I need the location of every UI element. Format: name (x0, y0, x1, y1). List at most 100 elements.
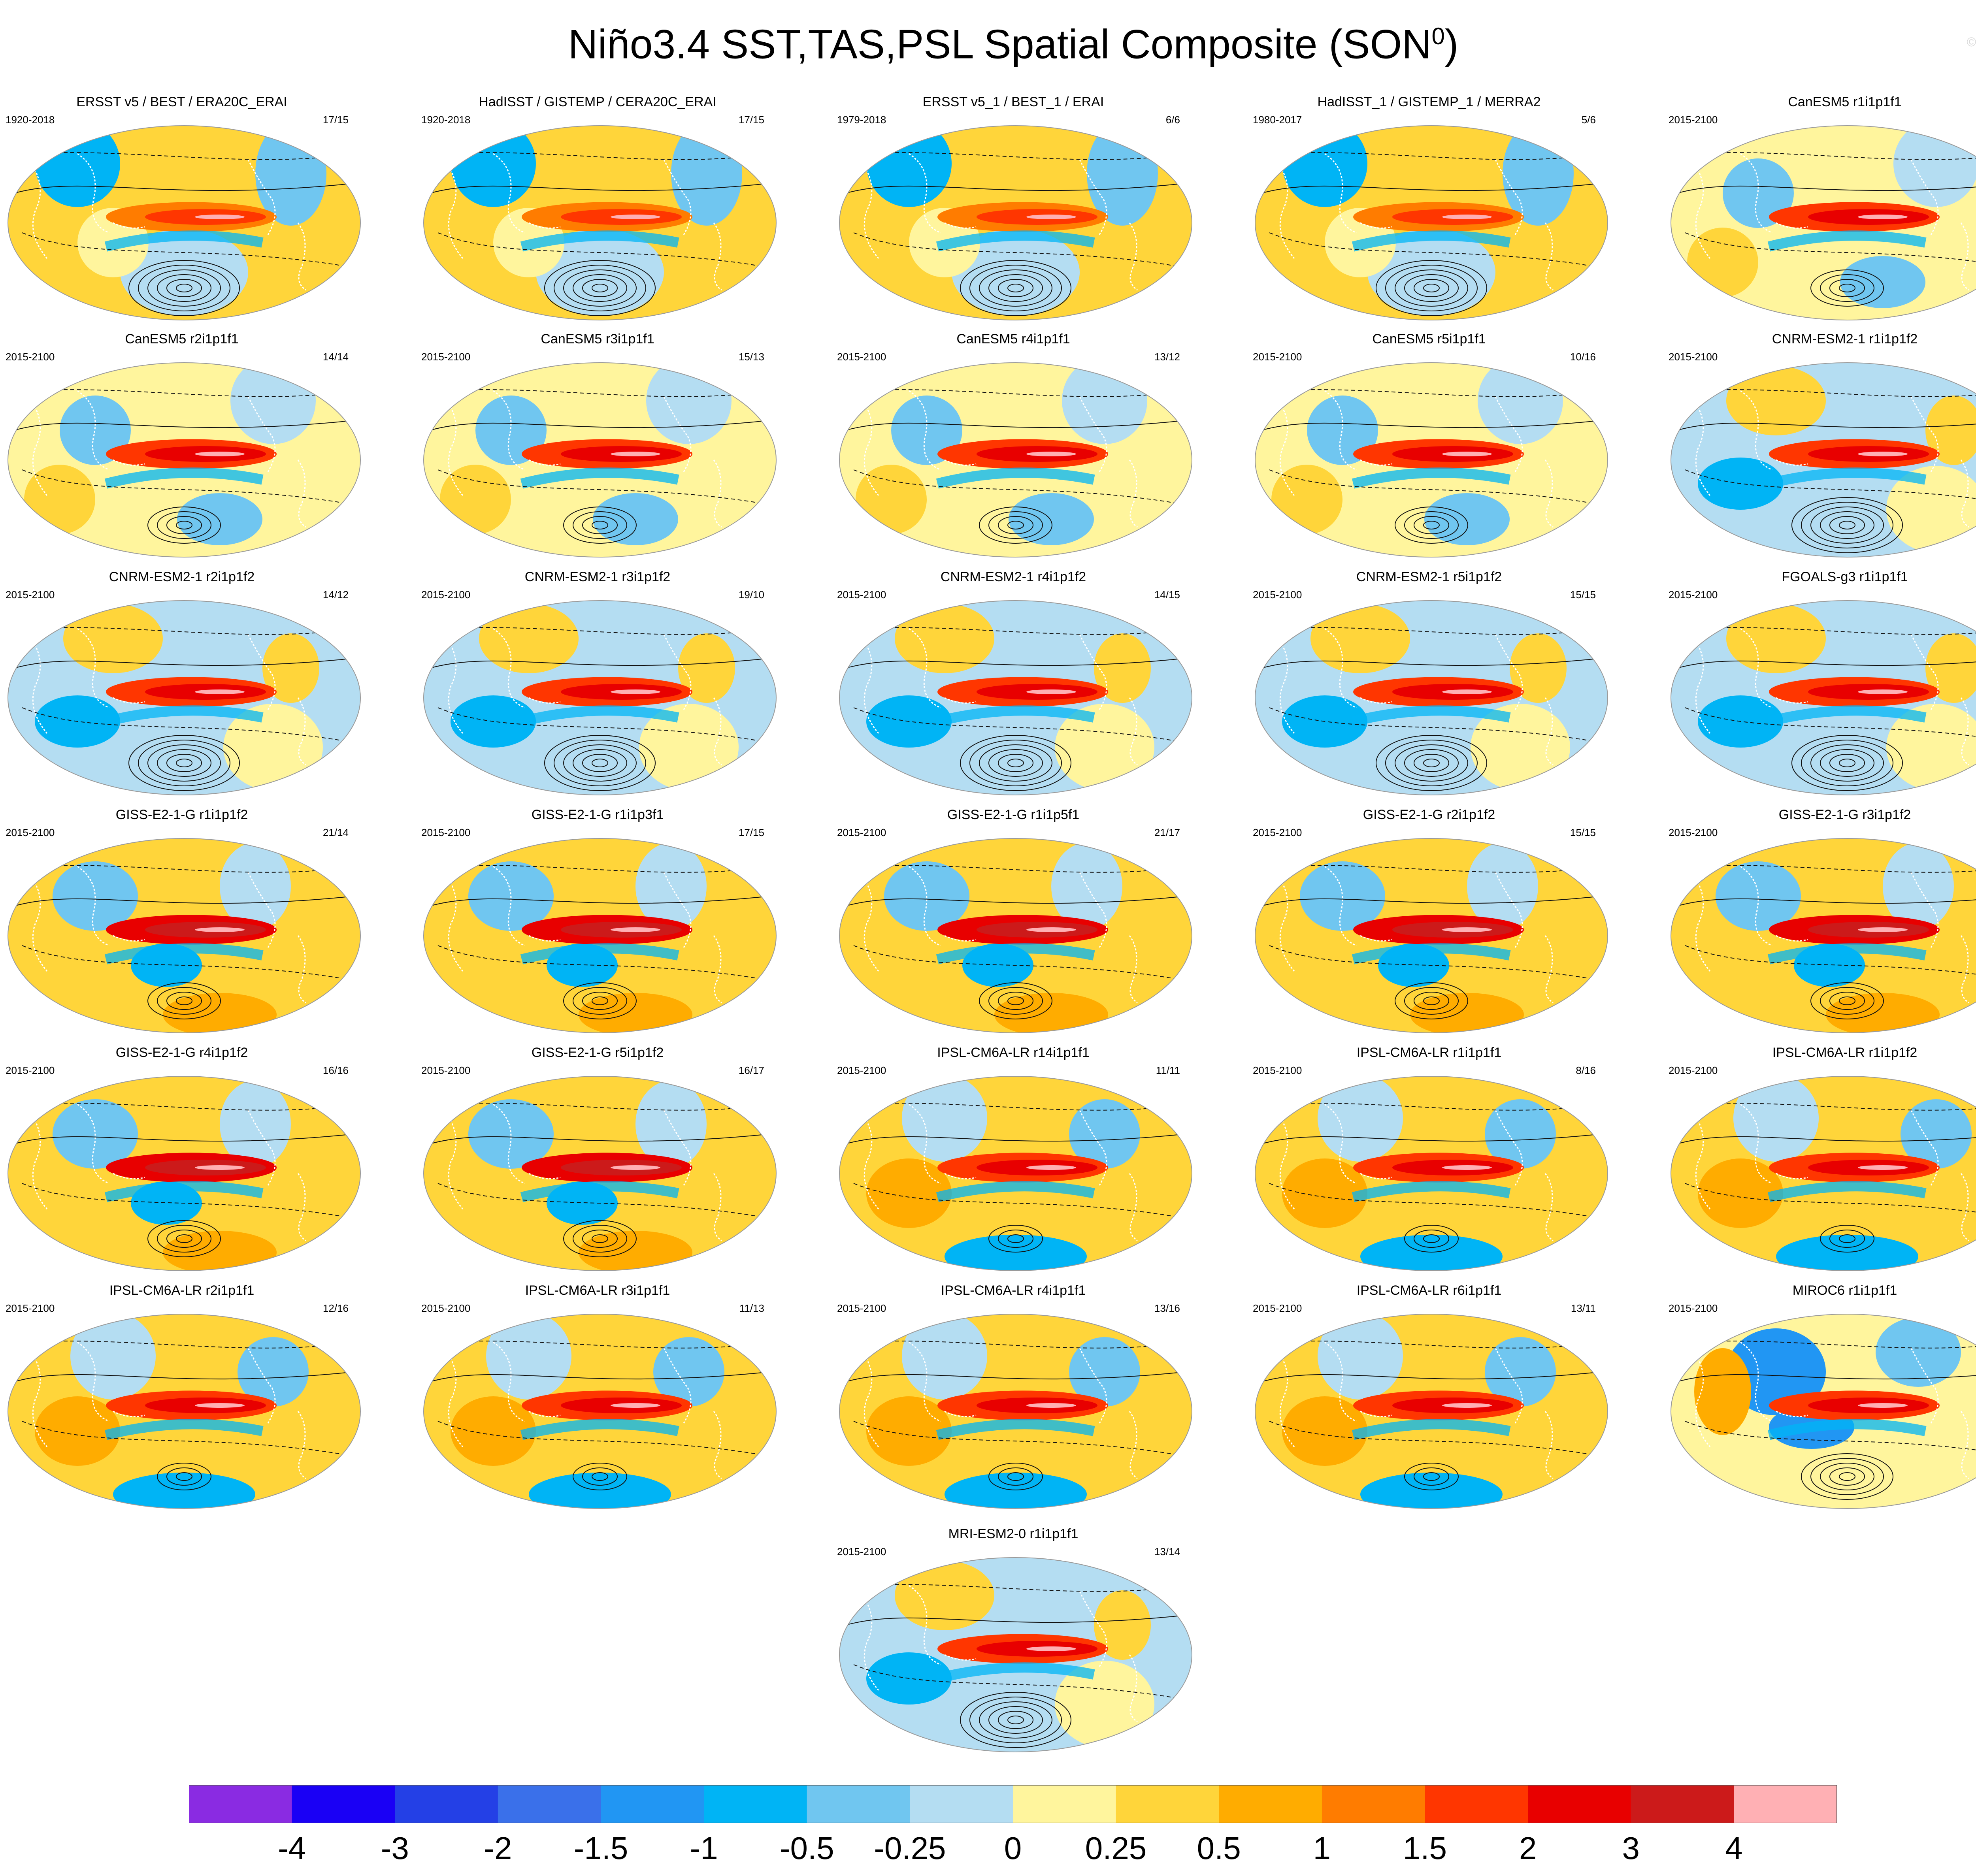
panel-title: HadISST_1 / GISTEMP_1 / MERRA2 (1317, 94, 1541, 109)
coastline (77, 153, 109, 234)
pressure-contour-negative (437, 469, 762, 504)
colorbar-swatch (1734, 1785, 1837, 1823)
coastline (1278, 1114, 1295, 1209)
cool-band (104, 467, 264, 489)
pressure-contour (176, 996, 192, 1005)
panel-event-count: 17/15 (738, 827, 764, 838)
pressure-contour-negative (1277, 152, 1586, 160)
pressure-contour (1261, 420, 1602, 431)
coastline (1324, 628, 1357, 708)
map-outline (1255, 600, 1608, 795)
anomaly-region (1840, 256, 1925, 308)
map-outline (423, 838, 777, 1033)
coastline (30, 638, 48, 734)
coastline (1776, 935, 1808, 942)
pressure-contour (147, 982, 221, 1019)
panel-title: CNRM-ESM2-1 r4i1p1f2 (940, 569, 1086, 584)
pressure-contour (147, 507, 221, 544)
anomaly-region (486, 1314, 571, 1399)
pressure-contour-negative (22, 707, 347, 742)
anomaly-region (1307, 396, 1378, 465)
coastline (1324, 1104, 1357, 1184)
pressure-contour (1820, 1463, 1874, 1490)
coastline (297, 697, 306, 766)
pressure-contour (1677, 658, 1976, 669)
warm-tongue-core (1442, 927, 1492, 932)
coastline (663, 1348, 692, 1424)
pressure-contour (544, 260, 656, 316)
map-projection (8, 838, 361, 1033)
pressure-contour (1414, 754, 1449, 772)
anomaly-region (1776, 1235, 1918, 1271)
pressure-contour (1829, 992, 1865, 1010)
panel-event-count: 13/11 (1571, 1302, 1596, 1314)
pressure-contour (1839, 284, 1855, 292)
anomaly-region (451, 126, 536, 207)
anomaly-region (1055, 704, 1154, 791)
pressure-contour (969, 1697, 1062, 1743)
map-panel: MRI-ESM2-0 r1i1p1f1 2015-2100 13/14 (832, 1526, 1195, 1755)
pressure-contour (1810, 982, 1884, 1019)
pressure-contour (988, 274, 1043, 302)
anomaly-region (1094, 1590, 1151, 1660)
pressure-contour (845, 896, 1186, 906)
pressure-contour (573, 749, 627, 777)
pressure-contour (1820, 749, 1874, 777)
pressure-contour (430, 183, 770, 194)
pressure-contour (592, 996, 608, 1005)
anomaly-region (1510, 633, 1567, 703)
panel-event-count: 15/15 (1570, 589, 1596, 601)
pressure-contour (1801, 740, 1893, 786)
pressure-contour-negative (22, 469, 347, 504)
coastline (77, 1341, 109, 1422)
pressure-contour (998, 1711, 1033, 1729)
warm-tongue-core (195, 215, 245, 219)
coastline (862, 638, 879, 734)
map-panel: CanESM5 r2i1p1f1 2015-2100 14/14 (0, 331, 364, 560)
coastline (1910, 159, 1939, 235)
pressure-contour-negative (30, 1103, 339, 1111)
coastline (528, 697, 561, 704)
map-projection (1255, 1076, 1608, 1271)
pressure-contour (960, 260, 1071, 316)
map-outline (8, 1314, 361, 1509)
coastline (1129, 1654, 1138, 1723)
coastline (1544, 1173, 1554, 1241)
coastline (1960, 935, 1969, 1004)
pressure-contour (176, 759, 192, 767)
pressure-contour-negative (853, 707, 1178, 742)
pressure-contour (1801, 1453, 1893, 1500)
warm-tongue-core (1442, 215, 1492, 219)
pressure-contour-negative (1269, 707, 1594, 742)
anomaly-region (1485, 1099, 1556, 1169)
pressure-contour (1404, 274, 1459, 302)
pressure-contour (988, 1706, 1043, 1734)
colorbar-swatch (1219, 1785, 1322, 1823)
coastline (1129, 935, 1138, 1004)
coastline (713, 460, 722, 528)
pressure-contour (845, 658, 1186, 669)
coastline (1544, 460, 1554, 528)
pressure-contour-negative (1685, 1183, 1976, 1217)
pressure-contour (988, 987, 1043, 1015)
coastline (77, 628, 109, 708)
pressure-contour (998, 279, 1033, 297)
pressure-contour (1404, 987, 1459, 1015)
pressure-contour (1395, 507, 1468, 544)
panel-event-count: 21/14 (322, 827, 349, 838)
anomaly-region (866, 126, 952, 207)
pressure-contour (1810, 744, 1884, 782)
coastline (944, 1411, 977, 1417)
coastline (30, 1114, 48, 1209)
coastline (862, 1114, 879, 1209)
map-outline (8, 600, 361, 795)
pressure-contour-negative (853, 1183, 1178, 1217)
pressure-contour (1677, 1134, 1976, 1144)
pressure-contour-negative (853, 1421, 1178, 1455)
colorbar-tick-label: 0.25 (1085, 1831, 1147, 1866)
colorbar-swatch (910, 1785, 1013, 1823)
colorbar-tick-label: 1 (1313, 1831, 1331, 1866)
panel-period: 2015-2100 (1669, 1064, 1718, 1076)
